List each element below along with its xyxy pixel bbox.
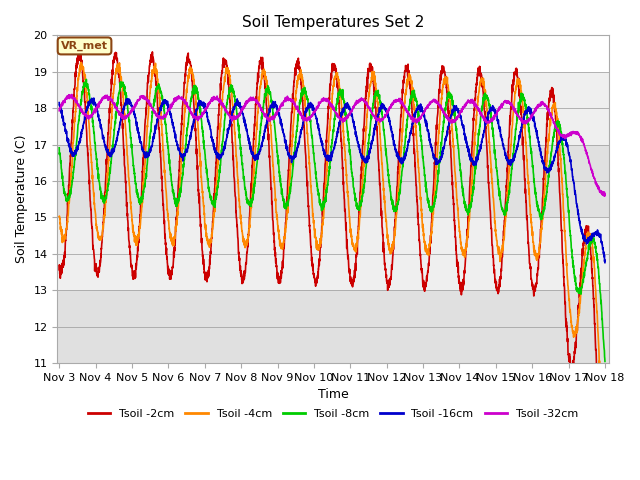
Bar <box>58 144 609 217</box>
X-axis label: Time: Time <box>317 388 348 401</box>
Legend: Tsoil -2cm, Tsoil -4cm, Tsoil -8cm, Tsoil -16cm, Tsoil -32cm: Tsoil -2cm, Tsoil -4cm, Tsoil -8cm, Tsoi… <box>83 404 582 423</box>
Bar <box>58 217 609 290</box>
Text: VR_met: VR_met <box>61 41 108 51</box>
Bar <box>58 72 609 144</box>
Bar <box>58 290 609 363</box>
Y-axis label: Soil Temperature (C): Soil Temperature (C) <box>15 135 28 264</box>
Title: Soil Temperatures Set 2: Soil Temperatures Set 2 <box>242 15 424 30</box>
